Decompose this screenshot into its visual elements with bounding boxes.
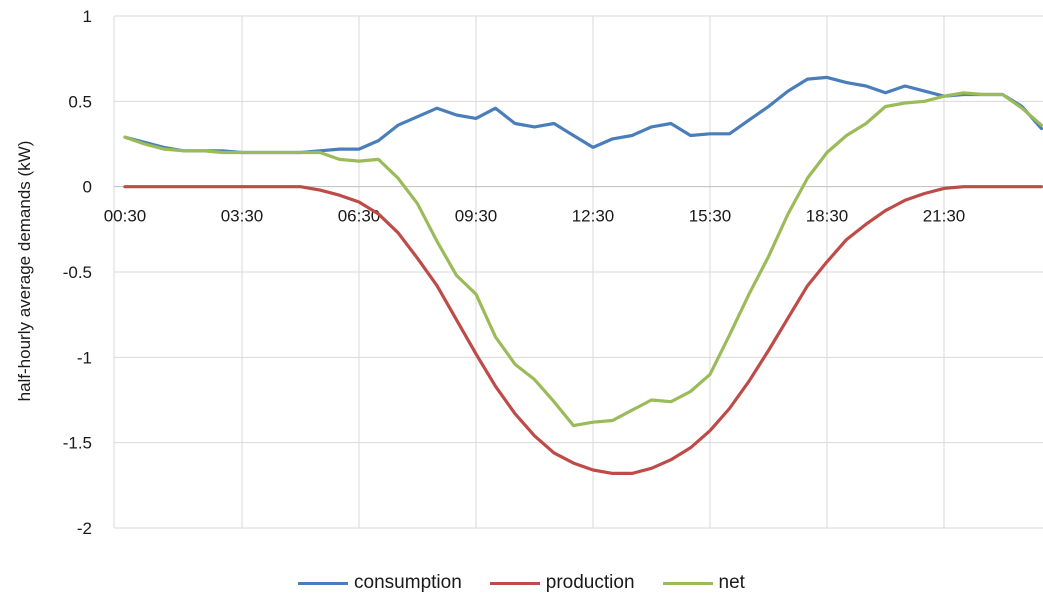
grid-lines (113, 15, 1043, 529)
legend-swatch-consumption (298, 581, 349, 585)
y-tick-labels: 1 0.5 0 -0.5 -1 -1.5 -2 (63, 7, 92, 538)
x-tick-label: 18:30 (806, 207, 849, 226)
legend: consumption production net (0, 572, 1043, 594)
legend-item-consumption: consumption (298, 572, 462, 594)
y-tick-label: -2 (77, 519, 92, 538)
series-lines (123, 75, 1043, 475)
legend-label-production: production (545, 572, 635, 593)
x-tick-label: 00:30 (104, 207, 147, 226)
y-tick-label: -0.5 (63, 263, 92, 282)
y-tick-label: -1 (77, 348, 92, 367)
y-axis-label: half-hourly average demands (kW) (15, 141, 34, 402)
x-tick-labels: 00:30 03:30 06:30 09:30 12:30 15:30 18:30 21:30 (104, 207, 966, 226)
y-tick-label: -1.5 (63, 434, 92, 453)
x-tick-label: 12:30 (572, 207, 615, 226)
y-tick-label: 0 (83, 178, 92, 197)
series-line-net (123, 91, 1043, 428)
series-line-consumption (123, 75, 1043, 155)
x-tick-label: 03:30 (221, 207, 264, 226)
legend-label-consumption: consumption (354, 572, 462, 593)
legend-swatch-net (662, 581, 713, 585)
y-tick-label: 0.5 (68, 92, 92, 111)
series-line-production (123, 185, 1043, 475)
legend-label-net: net (718, 572, 745, 593)
legend-item-net: net (662, 572, 745, 594)
legend-item-production: production (489, 572, 635, 594)
x-tick-label: 15:30 (689, 207, 732, 226)
x-tick-label: 21:30 (923, 207, 966, 226)
legend-swatch-production (489, 581, 540, 585)
y-tick-label: 1 (83, 7, 92, 26)
x-tick-label: 06:30 (338, 207, 381, 226)
x-tick-label: 09:30 (455, 207, 498, 226)
